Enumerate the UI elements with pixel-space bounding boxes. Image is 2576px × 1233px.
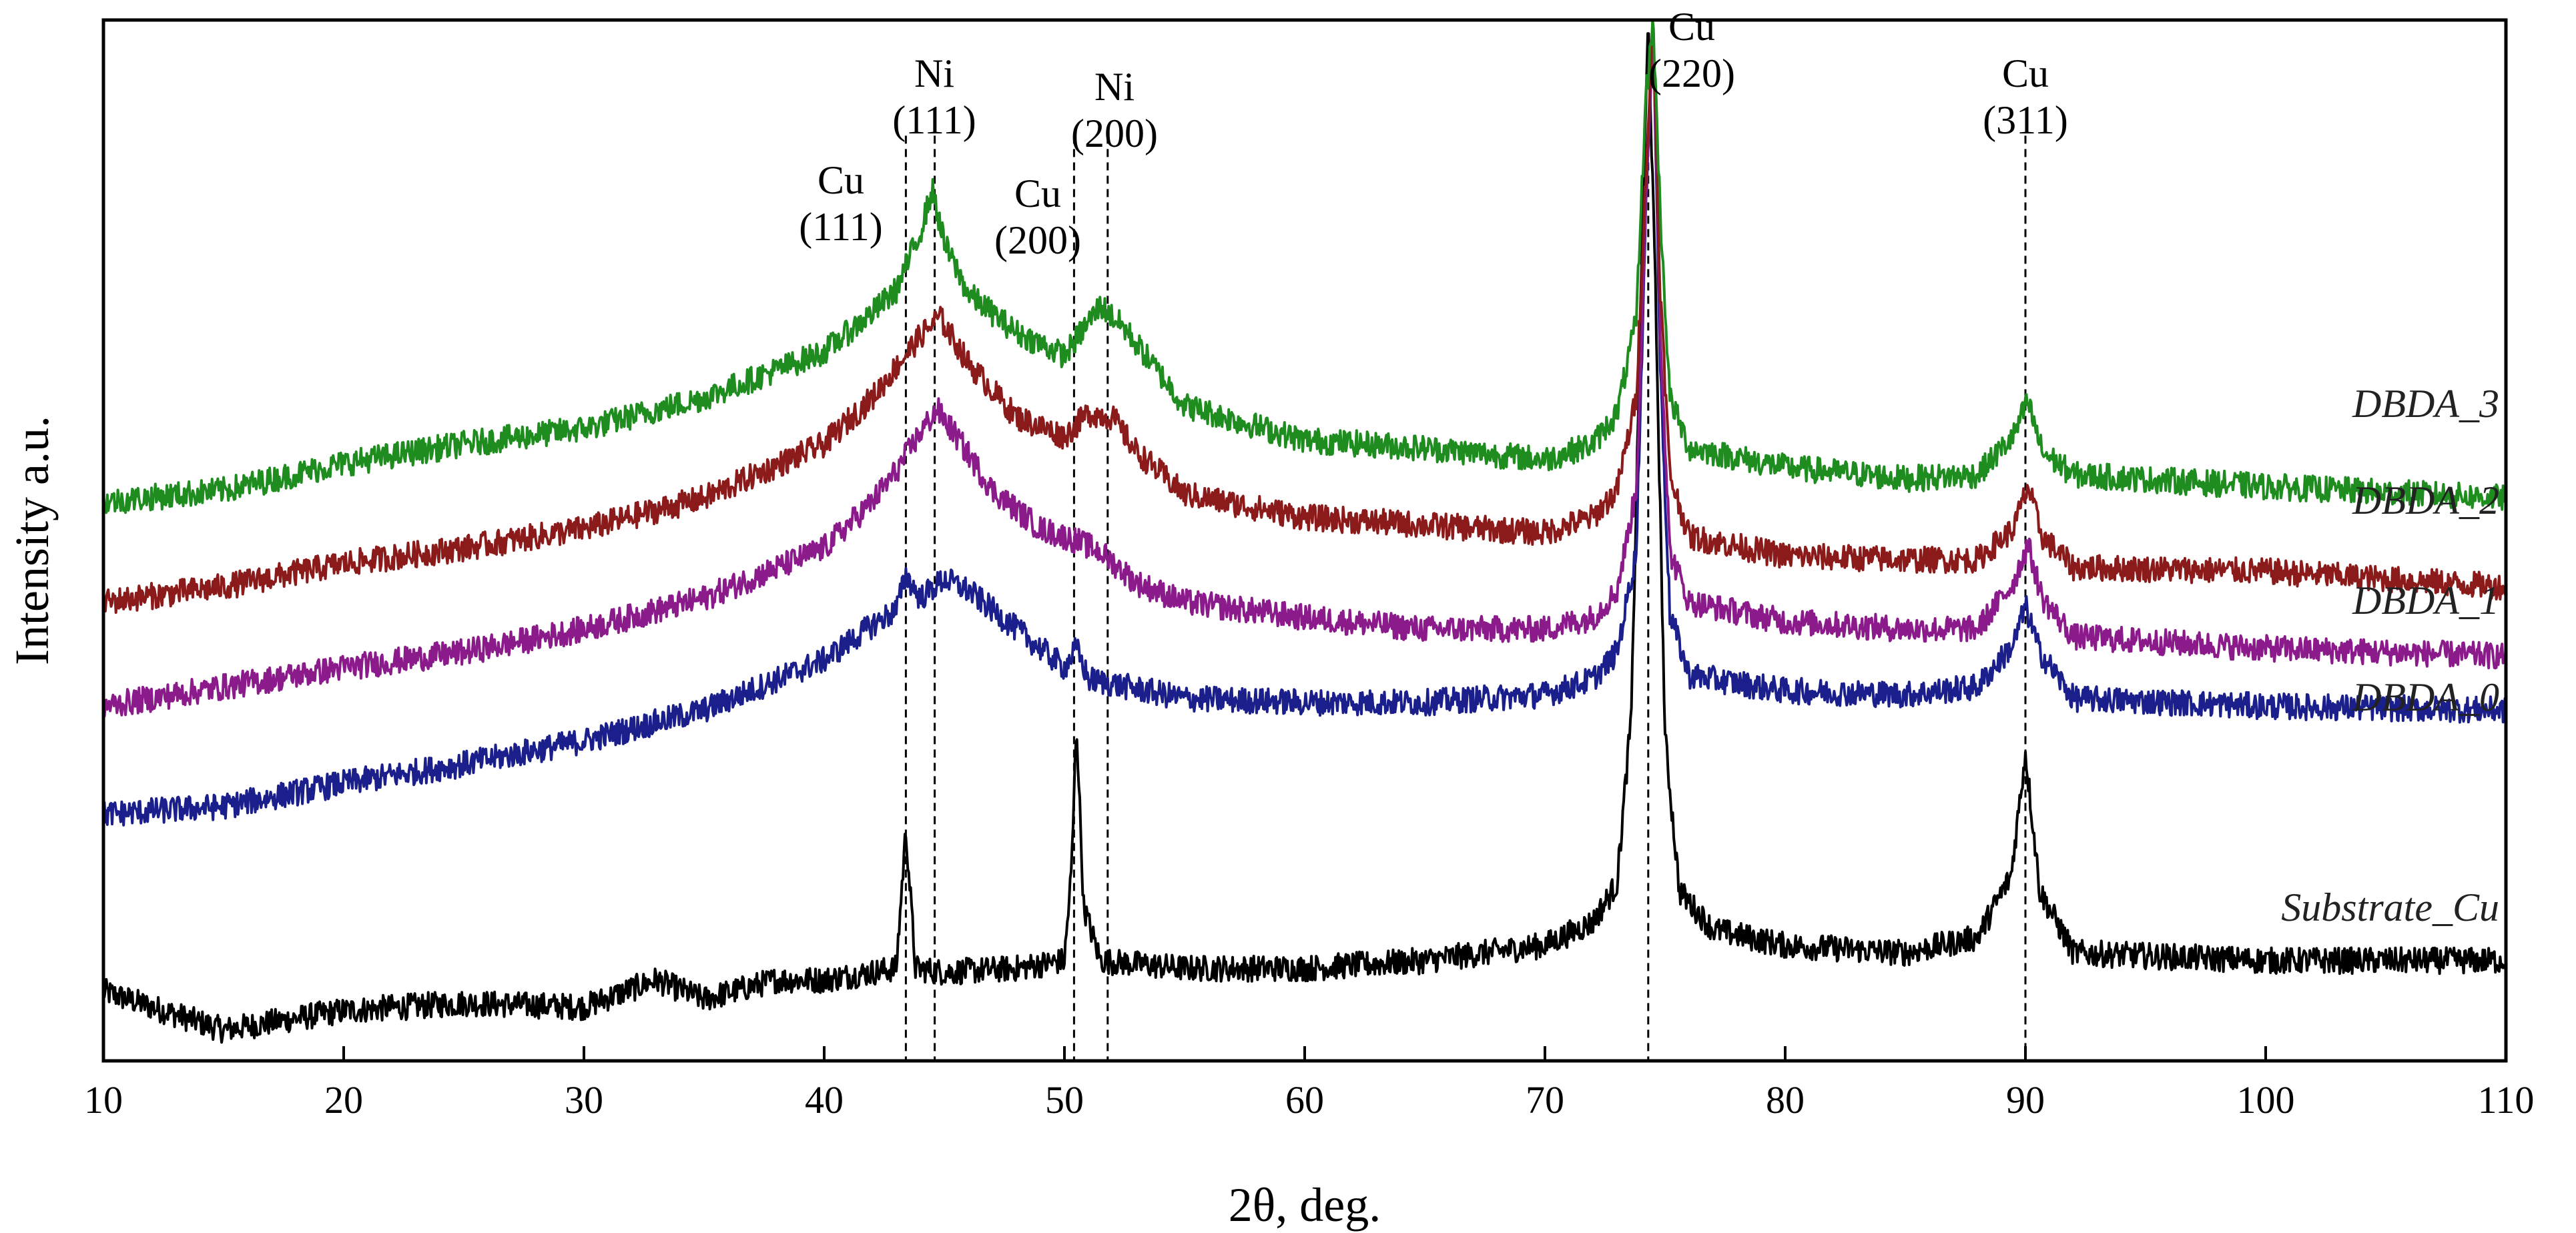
x-tick-label: 60 (1285, 1078, 1324, 1122)
series-lines (102, 19, 2507, 1044)
x-tick-label: 10 (84, 1078, 123, 1122)
series-line-dbda-1 (102, 33, 2507, 718)
series-line-dbda-3 (102, 19, 2507, 514)
peak-element: Cu (818, 158, 864, 202)
peak-element: Cu (1668, 5, 1715, 49)
reference-lines (904, 135, 2027, 1061)
series-line-dbda-2 (102, 31, 2507, 614)
series-label-dbda-0: DBDA_0 (2352, 675, 2499, 719)
x-tick-label: 90 (2006, 1078, 2045, 1122)
peak-element: Cu (1014, 171, 1061, 216)
peak-element: Ni (1094, 65, 1135, 109)
peak-plane: (220) (1648, 51, 1735, 95)
x-tick-label: 80 (1766, 1078, 1805, 1122)
peak-plane: (200) (994, 218, 1081, 262)
peak-label-cu-200: Cu(200) (994, 171, 1081, 262)
x-tick-label: 30 (565, 1078, 603, 1122)
series-label-substrate-cu: Substrate_Cu (2281, 885, 2499, 929)
peak-label-cu-311: Cu(311) (1983, 51, 2068, 142)
y-axis-title: Intensity a.u. (5, 416, 59, 665)
x-axis-title: 2θ, deg. (1229, 1178, 1381, 1232)
series-line-dbda-0 (102, 40, 2507, 827)
peak-label-cu-111: Cu(111) (799, 158, 883, 249)
peak-plane: (111) (892, 98, 976, 142)
series-line-substrate-cu (102, 32, 2507, 1044)
peak-element: Cu (2002, 51, 2049, 95)
peak-element: Ni (914, 51, 954, 95)
x-tick-label: 70 (1526, 1078, 1564, 1122)
series-label-dbda-3: DBDA_3 (2352, 382, 2499, 426)
series-label-dbda-1: DBDA_1 (2352, 578, 2499, 623)
peak-label-ni-111: Ni(111) (892, 51, 976, 142)
series-label-dbda-2: DBDA_2 (2352, 478, 2499, 522)
x-tick-label: 50 (1045, 1078, 1084, 1122)
x-tick-label: 20 (324, 1078, 363, 1122)
x-axis-ticks (102, 1046, 2507, 1061)
x-axis-tick-labels: 10 20 30 40 50 60 70 80 90 100 110 (84, 1078, 2534, 1122)
peak-plane: (311) (1983, 98, 2068, 142)
x-tick-label: 40 (805, 1078, 844, 1122)
x-tick-label: 100 (2237, 1078, 2295, 1122)
series-labels: DBDA_3 DBDA_2 DBDA_1 DBDA_0 Substrate_Cu (2281, 382, 2499, 929)
peak-labels: Cu(111)Ni(111)Cu(200)Ni(200)Cu(220) Cu(31… (799, 5, 2068, 262)
peak-plane: (200) (1071, 111, 1158, 155)
peak-label-ni-200: Ni(200) (1071, 65, 1158, 155)
x-tick-label: 110 (2478, 1078, 2535, 1122)
peak-label-cu-220: Cu(220) (1648, 5, 1735, 95)
peak-plane: (111) (799, 205, 883, 249)
